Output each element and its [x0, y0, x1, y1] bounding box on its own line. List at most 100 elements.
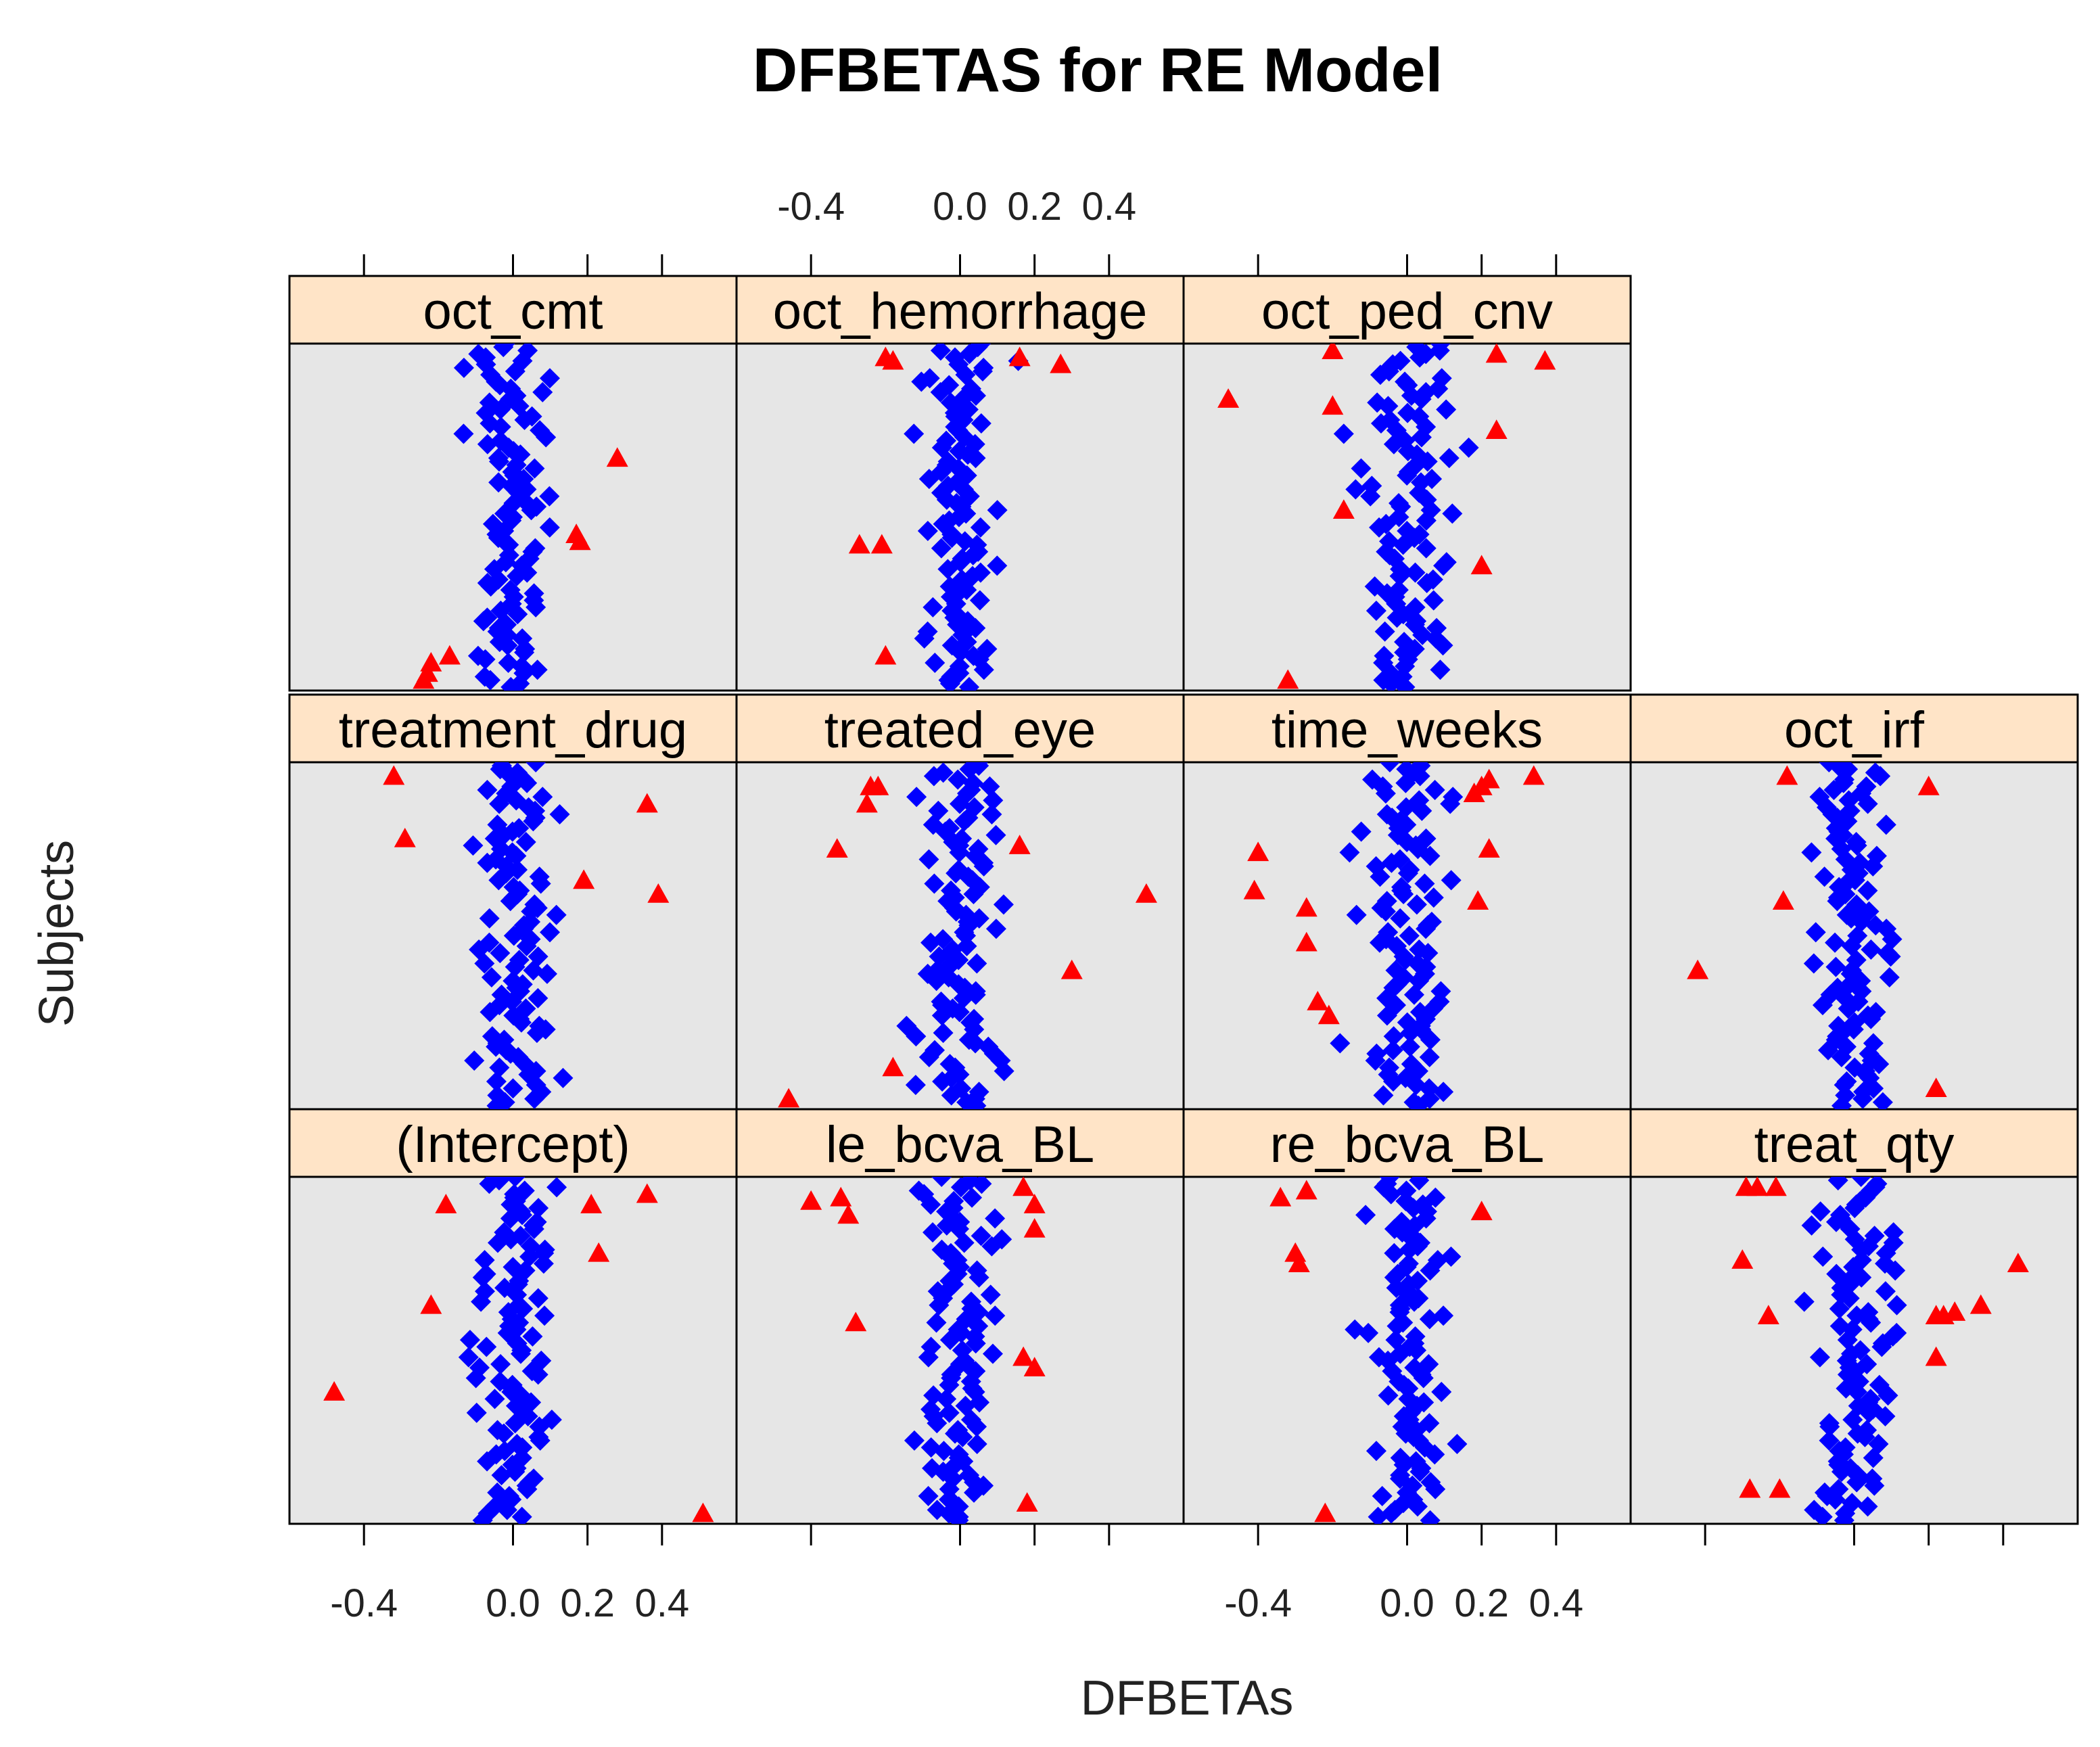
point-normal [964, 1008, 985, 1029]
point-normal [1850, 1340, 1871, 1361]
point-normal [1809, 1347, 1830, 1368]
point-normal [1865, 1002, 1886, 1023]
point-normal [944, 347, 965, 368]
point-normal [919, 368, 940, 389]
strip-background [1182, 693, 1632, 764]
point-normal [1430, 659, 1451, 680]
point-normal [939, 818, 960, 839]
point-normal [983, 790, 1004, 811]
strip-background [1629, 693, 2079, 764]
point-normal [487, 814, 508, 835]
point-normal [1345, 479, 1366, 500]
point-normal [541, 1410, 562, 1430]
point-normal [904, 423, 925, 444]
point-normal [926, 1312, 947, 1333]
tick-label-bottom: -0.4 [1224, 1581, 1292, 1625]
point-normal [453, 357, 474, 378]
point-normal [487, 1482, 508, 1503]
tick-label-bottom: 0.4 [1529, 1581, 1584, 1625]
tick-label-bottom: -0.4 [330, 1581, 398, 1625]
strip-label: treatment_drug [339, 701, 687, 759]
point-normal [939, 1402, 960, 1423]
point-normal [1442, 503, 1463, 524]
point-normal [540, 922, 561, 943]
point-normal [1850, 852, 1871, 873]
point-normal [1825, 956, 1846, 977]
strip-label: time_weeks [1271, 701, 1543, 759]
point-normal [981, 803, 1002, 824]
point-normal [1813, 1246, 1834, 1267]
point-normal [1403, 1092, 1424, 1109]
point-normal [948, 1420, 969, 1441]
point-normal [1436, 399, 1457, 420]
point-normal [1801, 842, 1822, 863]
point-normal [509, 673, 530, 691]
point-normal [1390, 908, 1411, 929]
point-normal [918, 1485, 939, 1506]
panel-intercept: (Intercept) [288, 1108, 738, 1545]
point-normal [479, 932, 500, 953]
point-normal [1380, 1184, 1401, 1205]
point-normal [549, 803, 570, 824]
point-normal [1865, 915, 1886, 936]
point-influential [636, 793, 658, 813]
point-normal [943, 1190, 964, 1211]
point-influential [1478, 838, 1500, 858]
point-normal [923, 1222, 943, 1243]
point-normal [1886, 1295, 1907, 1315]
point-influential [1016, 1492, 1038, 1512]
point-normal [1397, 521, 1418, 542]
point-normal [529, 866, 550, 887]
point-normal [1404, 1357, 1425, 1378]
point-normal [971, 344, 991, 354]
point-influential [1969, 1294, 1992, 1314]
point-influential [778, 1088, 800, 1108]
point-normal [539, 517, 560, 538]
point-normal [1414, 1392, 1434, 1413]
point-influential [1944, 1301, 1966, 1321]
point-normal [1814, 866, 1835, 887]
point-normal [1385, 1330, 1406, 1351]
point-normal [546, 1177, 567, 1198]
point-normal [1333, 423, 1354, 444]
point-influential [1765, 1177, 1787, 1196]
point-normal [1399, 925, 1420, 946]
point-normal [1420, 1510, 1441, 1524]
point-normal [510, 1226, 531, 1247]
point-normal [530, 420, 551, 441]
tick-label-bottom: 0.4 [635, 1581, 690, 1625]
point-influential [1467, 890, 1489, 910]
point-normal [977, 638, 998, 659]
point-normal [1376, 891, 1397, 912]
point-influential [435, 1194, 457, 1213]
point-normal [1416, 538, 1437, 559]
point-normal [1864, 1226, 1885, 1247]
point-normal [1366, 1441, 1386, 1462]
point-normal [1867, 1177, 1888, 1194]
point-influential [1023, 1357, 1046, 1376]
point-normal [1389, 849, 1410, 870]
point-influential [573, 869, 595, 889]
point-influential [845, 1311, 867, 1332]
point-normal [1379, 1057, 1400, 1078]
point-normal [503, 1078, 523, 1099]
point-normal [931, 538, 952, 559]
point-normal [971, 413, 991, 434]
strip-label: (Intercept) [396, 1116, 630, 1173]
point-normal [1425, 1187, 1446, 1208]
chart-title: DFBETAS for RE Model [753, 36, 1443, 105]
point-normal [1858, 1302, 1879, 1323]
point-normal [920, 1336, 941, 1357]
point-normal [482, 513, 503, 534]
point-normal [985, 1305, 1006, 1326]
point-normal [922, 1458, 943, 1478]
point-influential [874, 645, 897, 665]
point-normal [507, 762, 528, 783]
x-axis-title: DFBETAs [1081, 1671, 1294, 1725]
point-normal [985, 1208, 1006, 1229]
point-normal [528, 946, 549, 967]
point-normal [488, 1177, 509, 1191]
point-normal [1330, 1033, 1351, 1054]
strip-label: oct_hemorrhage [773, 283, 1147, 340]
point-normal [1405, 562, 1426, 583]
